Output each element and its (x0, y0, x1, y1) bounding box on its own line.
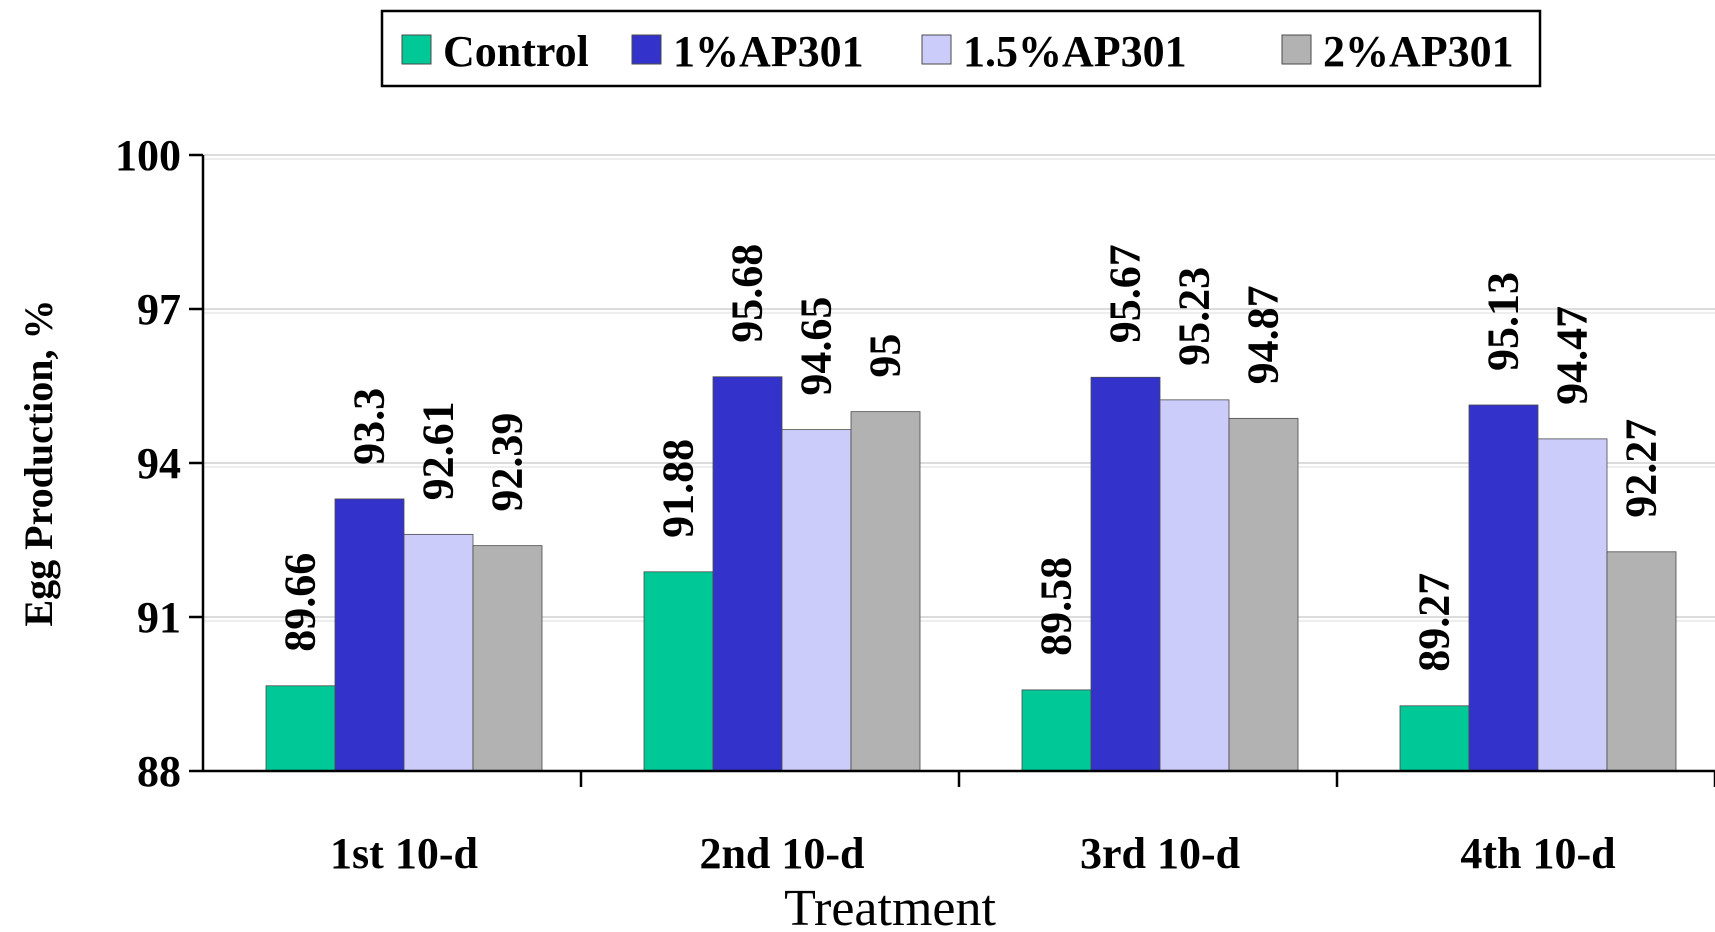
data-label: 95.67 (1101, 244, 1150, 343)
bar (265, 685, 336, 772)
bar (781, 429, 852, 772)
data-label: 89.27 (1410, 573, 1459, 672)
y-tick-label: 91 (137, 593, 181, 642)
y-tick-label: 100 (115, 131, 181, 180)
data-label: 92.39 (483, 413, 532, 512)
legend-frame (380, 9, 1542, 88)
data-label: 94.87 (1239, 285, 1288, 384)
y-tick-label: 97 (137, 285, 181, 334)
legend-swatch (401, 34, 432, 65)
bar (1399, 705, 1470, 772)
data-label: 91.88 (654, 439, 703, 538)
x-category-label: 1st 10-d (330, 829, 478, 878)
legend: Control 1%AP301 1.5%AP301 2%AP301 (380, 9, 1542, 88)
x-category-label: 2nd 10-d (699, 829, 864, 878)
x-category-label: 4th 10-d (1460, 829, 1615, 878)
bar (334, 498, 405, 772)
data-labels: 89.66 93.3 92.61 92.39 91.88 95.68 94.65 95 89.5… (276, 244, 1666, 672)
bar (1468, 404, 1539, 772)
data-label: 92.61 (414, 401, 463, 500)
y-tick-labels: 88 91 94 97 100 (115, 131, 181, 796)
legend-swatch (1281, 34, 1312, 65)
bar (1090, 376, 1161, 772)
data-label: 95.13 (1479, 272, 1528, 371)
data-label: 95.23 (1170, 267, 1219, 366)
legend-label: 1%AP301 (673, 27, 864, 76)
bar (1537, 438, 1608, 772)
legend-swatch (921, 34, 952, 65)
bar (1606, 551, 1677, 772)
data-label: 93.3 (345, 388, 394, 465)
y-tick-label: 94 (137, 439, 181, 488)
bar (850, 411, 921, 772)
bar (403, 533, 474, 772)
bar (1159, 399, 1230, 772)
legend-label: 2%AP301 (1323, 27, 1514, 76)
legend-swatch (631, 34, 662, 65)
data-label: 89.58 (1032, 557, 1081, 656)
data-label: 89.66 (276, 553, 325, 652)
y-tick-label: 88 (137, 747, 181, 796)
data-label: 95 (861, 334, 910, 378)
x-axis-title: Treatment (784, 880, 996, 932)
data-label: 94.65 (792, 297, 841, 396)
data-label: 94.47 (1548, 306, 1597, 405)
legend-label: 1.5%AP301 (963, 27, 1187, 76)
bar (643, 571, 714, 772)
legend-label: Control (443, 27, 589, 76)
x-category-labels: 1st 10-d 2nd 10-d 3rd 10-d 4th 10-d (330, 829, 1616, 878)
data-label: 95.68 (723, 244, 772, 343)
bar (712, 376, 783, 772)
bar (472, 545, 543, 772)
axes (189, 153, 1715, 787)
bar (1228, 417, 1299, 772)
bars (265, 376, 1677, 772)
data-label: 92.27 (1617, 419, 1666, 518)
y-axis-title: Egg Production, % (16, 299, 61, 626)
bar (1021, 689, 1092, 772)
x-category-label: 3rd 10-d (1080, 829, 1240, 878)
